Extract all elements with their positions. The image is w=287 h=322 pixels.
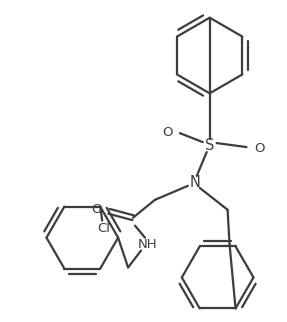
Text: O: O (254, 142, 265, 155)
Text: NH: NH (138, 238, 158, 251)
Text: O: O (163, 126, 173, 139)
Text: S: S (205, 137, 214, 153)
Text: O: O (91, 203, 102, 216)
Text: Cl: Cl (98, 222, 111, 235)
Text: N: N (189, 175, 200, 190)
